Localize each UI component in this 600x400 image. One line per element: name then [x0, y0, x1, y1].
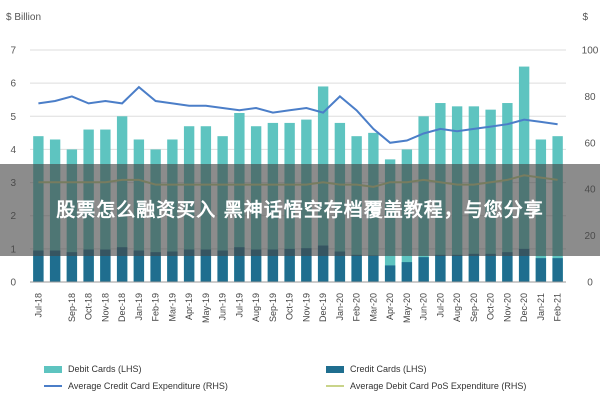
legend-item-avg-debit: Average Debit Card PoS Expenditure (RHS) [326, 381, 526, 391]
legend-label-avg-debit: Average Debit Card PoS Expenditure (RHS) [350, 381, 527, 391]
bar-credit-cards [183, 249, 195, 282]
legend-label-avg-credit: Average Credit Card Expenditure (RHS) [68, 381, 228, 391]
bar-credit-cards [301, 248, 312, 282]
x-tick-label: Nov-18 [100, 293, 110, 322]
x-tick-label: May-20 [402, 293, 412, 323]
x-tick-label: Feb-21 [553, 293, 563, 322]
x-tick-label: Oct-19 [285, 293, 295, 320]
bar-credit-cards [502, 252, 513, 282]
x-tick-label: Nov-20 [502, 293, 512, 322]
bar-credit-cards [384, 265, 396, 282]
x-tick-label: Jan-21 [536, 293, 546, 321]
left-tick-label: 0 [10, 278, 16, 289]
left-tick-label: 7 [10, 46, 16, 57]
left-tick-label: 6 [10, 79, 16, 90]
legend-item-debit-cards: Debit Cards (LHS) [44, 364, 142, 374]
bar-credit-cards [234, 247, 245, 282]
x-tick-label: Dec-18 [117, 293, 127, 322]
right-tick-label: 60 [584, 138, 596, 149]
bar-credit-cards [468, 253, 480, 282]
left-axis-unit-label: $ Billion [6, 12, 41, 23]
x-tick-label: Sep-18 [67, 293, 77, 322]
x-tick-label: Jul-18 [33, 293, 43, 318]
x-tick-label: Oct-18 [84, 293, 94, 320]
x-tick-label: Jul-20 [435, 293, 445, 318]
bar-credit-cards [267, 249, 279, 282]
legend-item-credit-cards: Credit Cards (LHS) [326, 364, 427, 374]
bar-credit-cards [535, 258, 547, 282]
right-tick-label: 100 [582, 46, 599, 57]
right-axis-unit-label: $ [582, 12, 588, 23]
bar-credit-cards [116, 247, 128, 282]
bar-credit-cards [150, 252, 161, 282]
bar-credit-cards [368, 255, 379, 282]
x-tick-label: Jan-19 [134, 293, 144, 321]
x-tick-label: May-19 [201, 293, 211, 323]
legend-label-credit: Credit Cards (LHS) [350, 364, 427, 374]
bar-credit-cards [100, 249, 111, 282]
x-tick-label: Sep-20 [469, 293, 479, 322]
x-tick-label: Apr-20 [385, 293, 395, 320]
bar-credit-cards [435, 254, 446, 282]
x-tick-label: Aug-20 [452, 293, 462, 322]
x-tick-label: Mar-19 [167, 293, 177, 322]
bar-credit-cards [552, 258, 563, 282]
x-tick-label: Feb-19 [151, 293, 161, 322]
legend-item-avg-credit: Average Credit Card Expenditure (RHS) [44, 381, 228, 391]
legend-swatch-debit [44, 365, 62, 373]
bar-credit-cards [217, 250, 228, 282]
x-tick-label: Dec-20 [519, 293, 529, 322]
right-tick-label: 80 [584, 92, 596, 103]
left-tick-label: 4 [10, 145, 16, 156]
legend-swatch-avg-credit [44, 385, 62, 387]
bar-credit-cards [200, 249, 212, 282]
bar-credit-cards [33, 250, 44, 282]
bar-credit-cards [133, 250, 145, 282]
x-tick-label: Apr-19 [184, 293, 194, 320]
bar-credit-cards [83, 249, 94, 282]
x-tick-label: Jun-20 [419, 293, 429, 321]
bar-credit-cards [418, 257, 429, 282]
x-tick-label: Mar-20 [368, 293, 378, 322]
legend-swatch-credit [326, 365, 344, 373]
left-tick-label: 5 [10, 112, 16, 123]
bar-credit-cards [351, 254, 362, 282]
x-tick-label: Dec-19 [318, 293, 328, 322]
x-tick-label: Aug-19 [251, 293, 261, 322]
bar-credit-cards [401, 262, 413, 282]
bar-credit-cards [66, 252, 78, 282]
legend-label-debit: Debit Cards (LHS) [68, 364, 142, 374]
line-avg-credit-expenditure [38, 85, 558, 144]
x-tick-label: Feb-20 [352, 293, 362, 322]
overlay-text: 股票怎么融资买入 黑神话悟空存档覆盖教程，与您分享 [56, 199, 544, 221]
x-tick-label: Jul-19 [234, 293, 244, 318]
bar-credit-cards [167, 251, 178, 282]
x-tick-label: Sep-19 [268, 293, 278, 322]
promo-overlay-banner: 股票怎么融资买入 黑神话悟空存档覆盖教程，与您分享 [0, 164, 600, 256]
bar-credit-cards [250, 249, 262, 282]
bar-credit-cards [49, 250, 61, 282]
axes: 01234567020406080100Jul-18Sep-18Oct-18No… [10, 46, 598, 324]
bar-credit-cards [485, 253, 496, 282]
x-tick-label: Oct-20 [486, 293, 496, 320]
bar-credit-cards [334, 251, 346, 282]
bar-credit-cards [284, 248, 295, 282]
bar-credit-cards [518, 248, 530, 282]
x-tick-label: Jun-19 [218, 293, 228, 321]
x-tick-label: Jan-20 [335, 293, 345, 321]
right-tick-label: 0 [587, 278, 593, 289]
x-tick-label: Nov-19 [301, 293, 311, 322]
bar-credit-cards [451, 254, 463, 282]
legend-swatch-avg-debit [326, 385, 344, 387]
bar-credit-cards [317, 245, 329, 282]
